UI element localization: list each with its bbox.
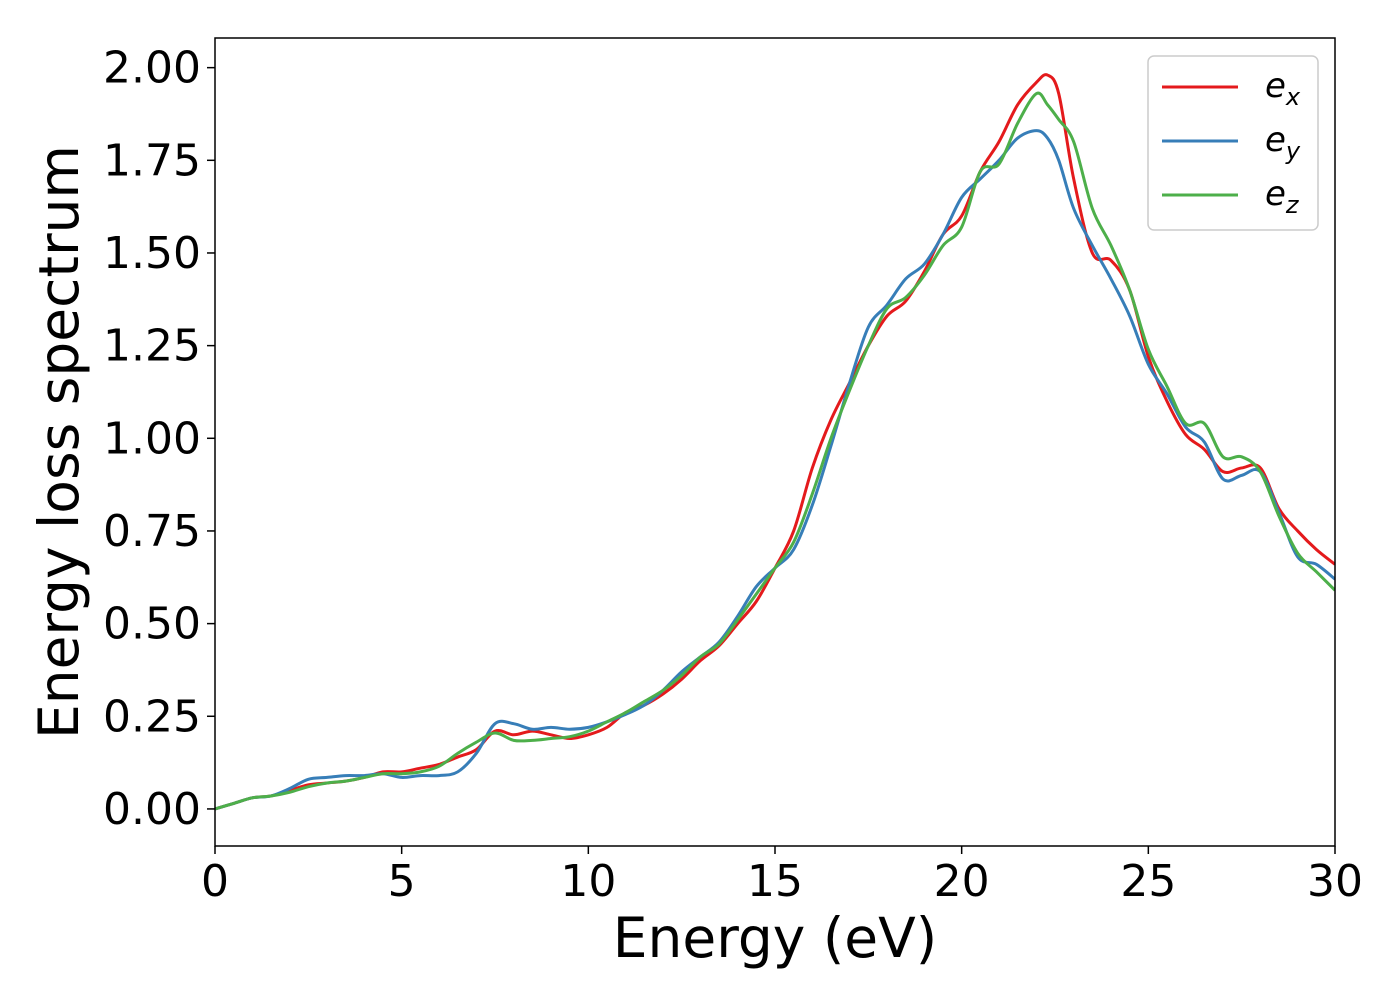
y-axis: 0.00 0.25 0.50 0.75 1.00 1.25 1.50 1.75 2.00 [103,43,215,835]
x-tick-label: 5 [388,856,416,907]
y-tick-label: 0.00 [103,784,201,835]
legend: ex ey ez [1147,55,1319,231]
legend-box [1147,55,1319,231]
y-tick-label: 2.00 [103,43,201,94]
x-tick-label: 20 [934,856,990,907]
x-tick-label: 15 [747,856,803,907]
legend-label-ey: ey [1265,120,1301,165]
legend-label-ex: ex [1265,66,1301,111]
x-axis-label: Energy (eV) [613,906,937,970]
legend-label-ez: ez [1265,174,1300,219]
x-axis: 0 5 10 15 20 25 30 [201,846,1363,907]
x-tick-label: 30 [1307,856,1363,907]
y-tick-label: 1.50 [103,228,201,279]
y-tick-label: 1.75 [103,135,201,186]
y-tick-label: 0.25 [103,691,201,742]
series-line-ex [215,73,1335,811]
series-line-ey [215,129,1335,811]
y-tick-label: 0.50 [103,599,201,650]
y-tick-label: 1.00 [103,413,201,464]
x-tick-label: 0 [201,856,229,907]
series-layer [215,73,1335,811]
x-tick-label: 10 [560,856,616,907]
x-tick-label: 25 [1120,856,1176,907]
y-tick-label: 0.75 [103,506,201,557]
y-tick-label: 1.25 [103,321,201,372]
y-axis-label: Energy loss spectrum [27,145,91,739]
series-line-ez [215,91,1335,811]
